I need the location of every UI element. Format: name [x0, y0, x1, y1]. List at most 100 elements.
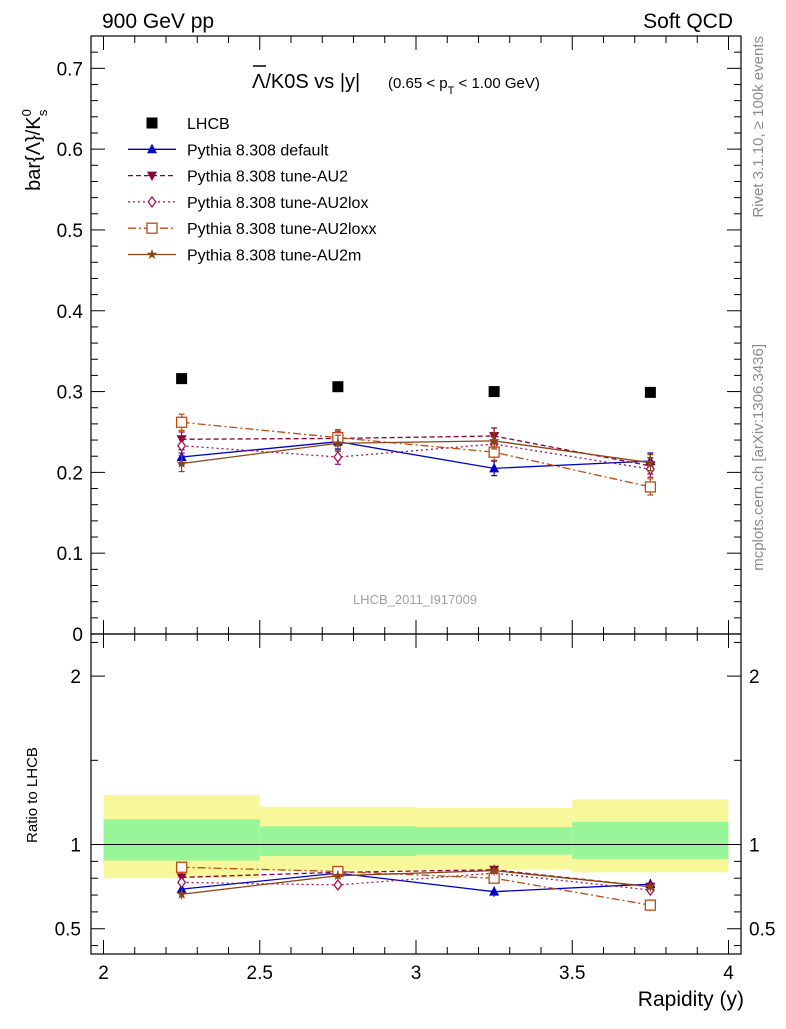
- y-tick-label: 0.3: [57, 383, 83, 404]
- legend-marker: [146, 117, 158, 129]
- data-point: [332, 437, 344, 448]
- ratio-band-inner: [572, 821, 729, 859]
- ratio-band-inner: [259, 826, 416, 856]
- legend-entry: Pythia 8.308 tune-AU2lox: [128, 195, 368, 212]
- legend-label: Pythia 8.308 tune-AU2: [187, 169, 348, 186]
- analysis-watermark: LHCB_2011_I917009: [353, 592, 477, 607]
- data-point: [489, 462, 500, 473]
- legend-marker: [147, 195, 157, 208]
- y-axis-label-ratio: Ratio to LHCB: [24, 747, 41, 843]
- y-axis-label-main: bar{Λ}/K0s: [19, 109, 50, 191]
- ratio-data-point: [332, 870, 344, 881]
- legend-entry: LHCB: [146, 116, 230, 133]
- ratio-series-line: [181, 866, 651, 906]
- title-sub: (0.65 < p: [388, 75, 448, 92]
- header-right: Soft QCD: [643, 10, 733, 33]
- x-tick-label: 3.5: [559, 963, 585, 984]
- legend-marker: [147, 171, 157, 182]
- legend-label: Pythia 8.308 tune-AU2lox: [187, 195, 368, 212]
- series-line: [181, 421, 651, 488]
- x-axis-label: Rapidity (y): [638, 988, 744, 1011]
- series-Pythia 8.308 tune-AU2lox: [177, 436, 655, 478]
- legend-entry: Pythia 8.308 tune-AU2m: [128, 248, 361, 265]
- svg-text:Λ/K0S vs |y|: Λ/K0S vs |y|: [252, 71, 360, 93]
- x-tick-label: 4: [723, 963, 734, 984]
- title-sub-end: < 1.00 GeV): [454, 75, 539, 92]
- x-tick-label: 2: [98, 963, 109, 984]
- series-LHCB: [176, 373, 656, 398]
- y-tick-label: 0.7: [57, 59, 83, 80]
- data-point: [175, 416, 188, 428]
- y-axis-label-sub: s: [35, 109, 50, 116]
- y-tick-label: 0: [72, 625, 83, 646]
- ratio-data-point: [644, 899, 657, 911]
- main-plot-area: 0 0.1 0.2 0.3 0.4 0.5 0.6 0.7: [57, 35, 742, 646]
- ratio-data-point: [176, 888, 187, 899]
- ratio-band-inner: [416, 827, 573, 855]
- series-line: [181, 435, 651, 467]
- title-overbar-letter: Λ: [252, 71, 266, 93]
- y-tick-label: 0.4: [57, 302, 84, 323]
- data-point: [177, 439, 187, 452]
- data-point: [644, 481, 657, 493]
- legend-marker: [146, 222, 158, 234]
- ratio-data-point: [177, 876, 187, 889]
- svg-text:(0.65 < pT < 1.00 GeV): (0.65 < pT < 1.00 GeV): [388, 75, 540, 97]
- data-point: [176, 458, 187, 468]
- data-point: [176, 373, 188, 385]
- legend: LHCB Pythia 8.308 default Pythia 8.308 tun…: [128, 116, 376, 265]
- legend-label: LHCB: [187, 116, 230, 133]
- mcplots-text: mcplots.cern.ch [arXiv:1306.3436]: [750, 344, 767, 571]
- ratio-y-tick-label: 0.5: [55, 920, 81, 941]
- title-main-rest: /K0S vs |y|: [265, 71, 360, 93]
- series-Pythia 8.308 tune-AU2m: [176, 432, 656, 473]
- data-point: [488, 435, 500, 446]
- ratio-plot-area: 2 2.5 3 3.5 4 0.5 0.5 1 1 2 2: [55, 633, 775, 984]
- legend-entry: Pythia 8.308 default: [128, 142, 329, 159]
- y-axis-label-text: bar{Λ}/K: [23, 116, 45, 191]
- legend-entry: Pythia 8.308 tune-AU2loxx: [128, 221, 376, 238]
- ratio-y-tick-label-right: 1: [749, 836, 760, 857]
- ratio-frame: [90, 633, 742, 955]
- data-point: [332, 381, 344, 393]
- data-point: [333, 450, 343, 464]
- header-left: 900 GeV pp: [102, 10, 214, 33]
- legend-marker: [147, 143, 157, 154]
- ratio-data-point: [333, 878, 343, 892]
- series-line: [181, 443, 651, 470]
- ratio-series-line: [181, 872, 651, 893]
- data-point: [488, 386, 500, 398]
- ratio-data-point: [488, 865, 500, 876]
- legend-entry: Pythia 8.308 tune-AU2: [128, 169, 348, 186]
- y-tick-label: 0.1: [57, 544, 83, 565]
- ratio-y-tick-label-right: 2: [749, 667, 760, 688]
- ratio-series-line: [181, 869, 651, 895]
- y-tick-label: 0.6: [57, 140, 83, 161]
- x-tick-label: 3: [411, 963, 422, 984]
- legend-label: Pythia 8.308 tune-AU2m: [187, 248, 361, 265]
- legend-label: Pythia 8.308 tune-AU2loxx: [187, 221, 376, 238]
- y-tick-label: 0.5: [57, 221, 83, 242]
- y-tick-label: 0.2: [57, 463, 83, 484]
- ratio-y-tick-label-right: 0.5: [749, 920, 775, 941]
- legend-label: Pythia 8.308 default: [187, 142, 329, 159]
- main-title: Λ/K0S vs |y| (0.65 < pT < 1.00 GeV): [252, 65, 540, 97]
- y-axis-label-sup: 0: [19, 109, 34, 116]
- data-point: [644, 386, 656, 398]
- legend-marker: [146, 249, 158, 259]
- ratio-y-tick-label: 2: [70, 667, 81, 688]
- ratio-series-Pythia 8.308 tune-AU2m: [176, 865, 656, 900]
- ratio-y-tick-label: 1: [70, 836, 81, 857]
- title-sub-index: T: [448, 85, 455, 97]
- series-line: [181, 440, 651, 465]
- ratio-data-point: [489, 886, 500, 896]
- series-line: [181, 441, 651, 469]
- ratio-series-line: [181, 869, 651, 888]
- ratio-band-inner: [103, 819, 260, 861]
- ratio-data-point: [175, 861, 188, 873]
- ratio-data-point: [645, 881, 656, 892]
- x-tick-label: 2.5: [247, 963, 273, 984]
- svg-text:bar{Λ}/K0s: bar{Λ}/K0s: [19, 109, 50, 191]
